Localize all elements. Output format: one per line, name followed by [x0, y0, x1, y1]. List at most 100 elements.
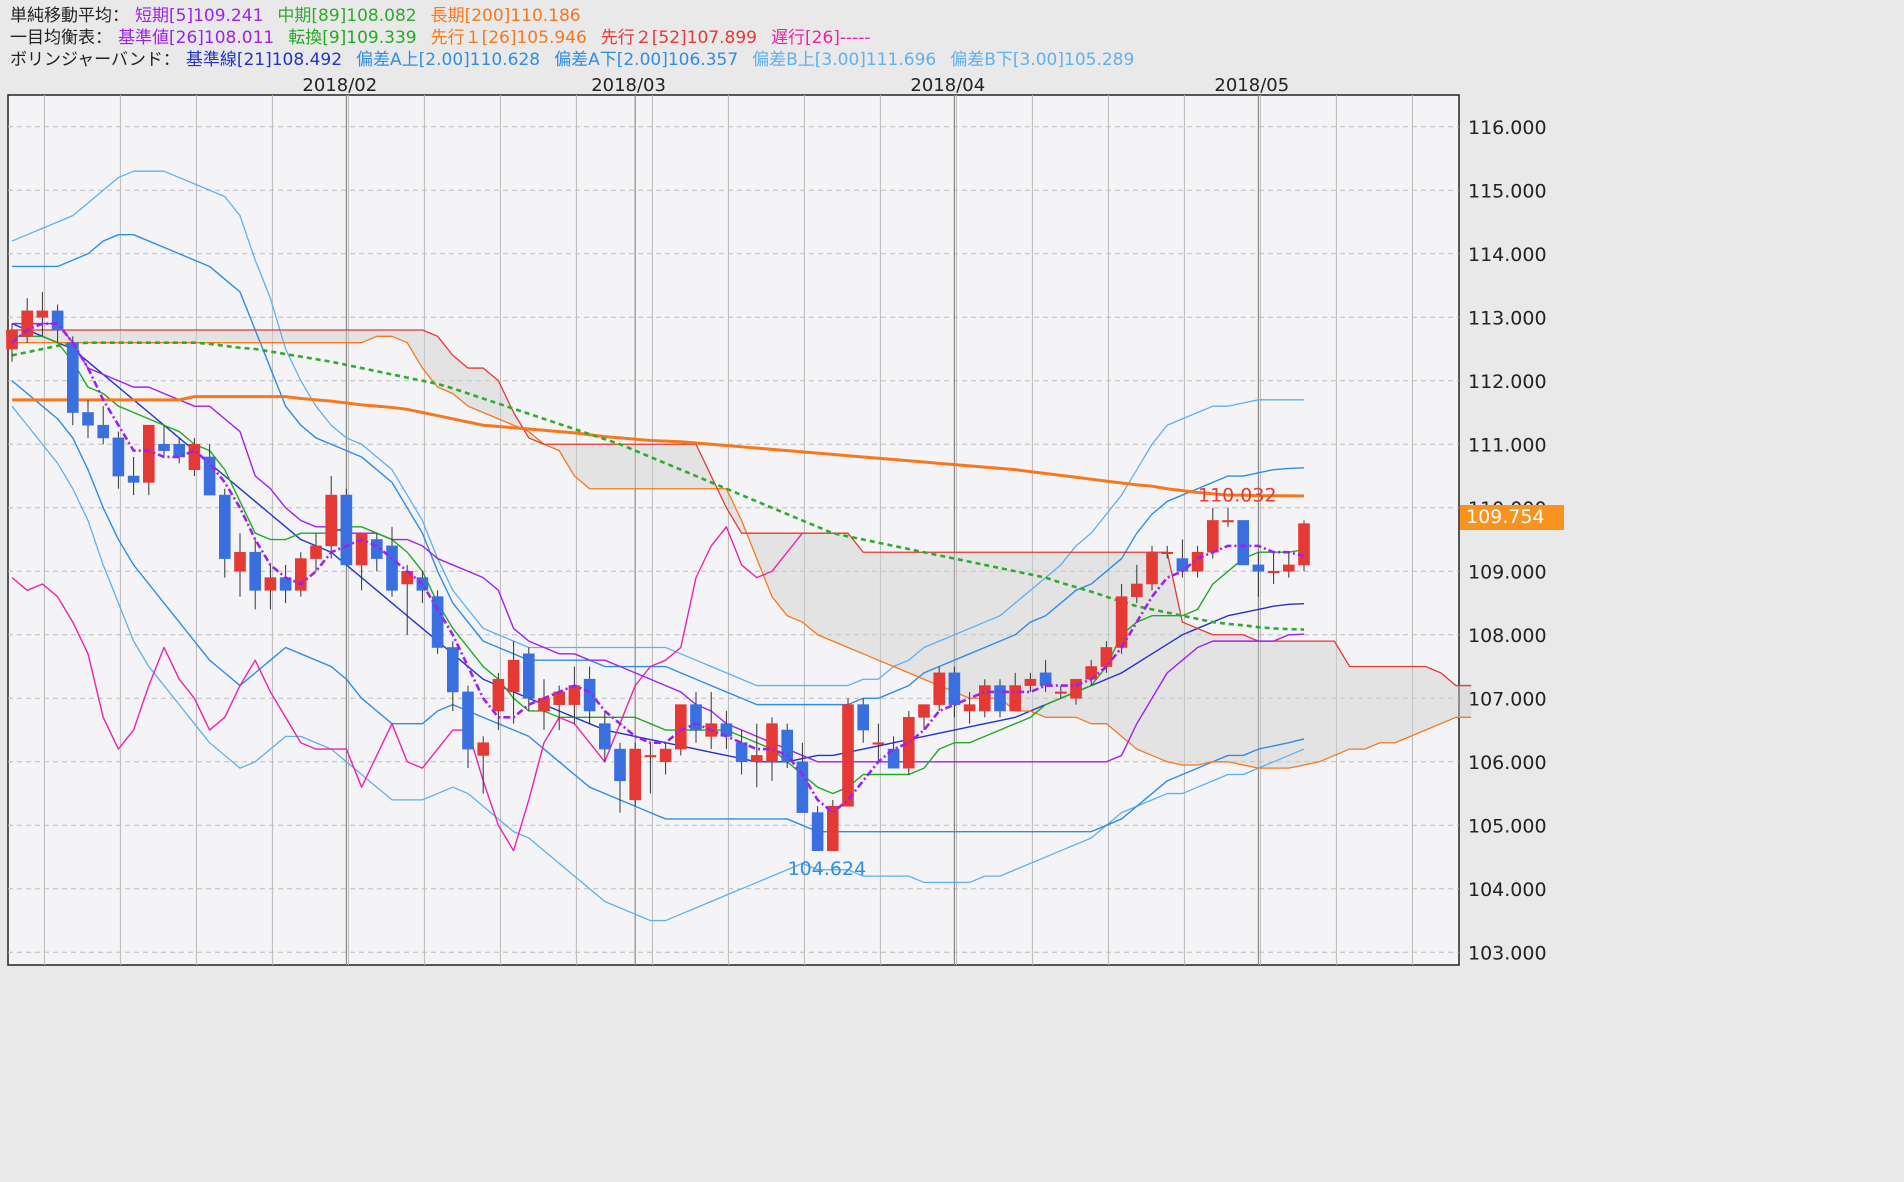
candle-down: [948, 672, 961, 705]
candle-down: [1039, 672, 1052, 686]
candle-up: [234, 551, 246, 572]
candle-up: [933, 672, 946, 705]
candle-up: [629, 748, 642, 801]
candle-up: [492, 678, 505, 712]
legend-chikou: 遅行[26]-----: [771, 28, 871, 48]
price-annotation: 110.032: [1198, 485, 1277, 507]
candle-up: [963, 704, 976, 712]
y-tick-label: 113.000: [1468, 307, 1547, 329]
candle-up: [978, 685, 991, 712]
x-tick-label: 2018/04: [910, 75, 985, 96]
legend-senkou2: 先行２[52]107.899: [600, 28, 757, 48]
legend-bollinger-title: ボリンジャーバンド：: [10, 50, 180, 70]
y-tick-label: 109.000: [1468, 561, 1547, 583]
candle-up: [1267, 570, 1280, 574]
candle-down: [781, 729, 794, 763]
candle-up: [674, 704, 687, 750]
y-tick-label: 103.000: [1468, 942, 1547, 964]
candle-up: [1283, 564, 1295, 572]
candle-down: [796, 761, 809, 813]
bollinger-b-lower-line: [11, 405, 1305, 922]
candle-down: [219, 494, 231, 559]
candle-up: [902, 717, 915, 769]
bollinger-a-lower-line: [11, 380, 1305, 833]
candle-down: [51, 310, 64, 331]
current-price-tag: 109.754: [1460, 505, 1564, 530]
candle-down: [735, 742, 748, 763]
candle-down: [994, 685, 1006, 712]
candle-up: [1115, 596, 1128, 648]
candle-up: [1009, 685, 1022, 712]
y-axis: 103.000 104.000 105.000 106.000 107.000 108.0…: [1468, 117, 1547, 965]
legend-boll-a-dn: 偏差A下[2.00]106.357: [554, 50, 739, 70]
candle-down: [857, 704, 870, 731]
y-tick-label: 107.000: [1468, 688, 1547, 710]
candle-down: [249, 551, 261, 591]
candle-down: [340, 494, 353, 566]
senkou1-line: [12, 335, 1472, 769]
legend-boll-b-dn: 偏差B下[3.00]105.289: [950, 50, 1135, 70]
indicator-lines: [11, 170, 1472, 922]
candle-up: [264, 577, 277, 591]
legend-tenkan: 転換[9]109.339: [288, 28, 417, 48]
candle-up: [1222, 520, 1234, 523]
legend-sma-long: 長期[200]110.186: [430, 6, 581, 26]
candle-down: [386, 545, 398, 591]
candle-up: [477, 742, 490, 756]
y-tick-label: 106.000: [1468, 752, 1547, 774]
candle-up: [507, 659, 520, 693]
legend-boll-b-up: 偏差B上[3.00]111.696: [752, 50, 937, 70]
candle-up: [1207, 520, 1219, 553]
legend-bollinger: ボリンジャーバンド： 基準線[21]108.492 偏差A上[2.00]110.62…: [10, 49, 1148, 71]
candle-up: [143, 424, 155, 483]
candle-up: [325, 494, 338, 547]
y-tick-label: 108.000: [1468, 625, 1547, 647]
candle-down: [112, 437, 125, 477]
y-tick-label: 115.000: [1468, 180, 1547, 202]
candle-down: [82, 412, 94, 426]
y-tick-label: 112.000: [1468, 371, 1547, 393]
legend-boll-a-up: 偏差A上[2.00]110.628: [356, 50, 541, 70]
legend-sma-mid: 中期[89]108.082: [277, 6, 417, 26]
chart-canvas: 103.000 104.000 105.000 106.000 107.000 108.0…: [6, 75, 1547, 966]
senkou2-line: [12, 329, 1472, 687]
y-tick-label: 114.000: [1468, 244, 1547, 266]
x-axis: 2018/02 2018/03 2018/04 2018/05: [302, 75, 1289, 96]
y-tick-label: 111.000: [1468, 434, 1547, 456]
candle-down: [887, 748, 900, 769]
x-tick-label: 2018/05: [1214, 75, 1289, 96]
chikou-line: [11, 526, 803, 852]
candle-up: [918, 704, 930, 718]
candle-down: [370, 539, 383, 559]
candle-down: [158, 443, 170, 451]
candle-down: [614, 748, 626, 782]
y-tick-label: 104.000: [1468, 879, 1547, 901]
candle-up: [355, 532, 368, 566]
candle-down: [446, 647, 459, 693]
candle-up: [538, 697, 550, 712]
candle-down: [583, 678, 596, 712]
x-tick-label: 2018/03: [591, 75, 666, 96]
legend-ichimoku-title: 一目均衡表：: [10, 28, 112, 48]
candle-up: [310, 545, 322, 559]
y-tick-label: 116.000: [1468, 117, 1547, 139]
candle-down: [67, 342, 79, 413]
candle-up: [659, 748, 672, 763]
candle-up: [188, 443, 201, 470]
bollinger-a-upper-line: [12, 234, 1305, 706]
candle-up: [766, 723, 778, 763]
candle-up: [1191, 551, 1204, 572]
candle-up: [36, 310, 49, 318]
candle-up: [1024, 678, 1037, 686]
candle-down: [203, 456, 216, 496]
candle-up: [21, 310, 34, 337]
candle-down: [1237, 520, 1249, 566]
tenkan-line: [12, 335, 1305, 795]
candle-down: [127, 475, 140, 483]
candle-down: [811, 812, 824, 851]
candle-up: [553, 691, 566, 705]
kijun-line: [12, 322, 1305, 763]
candle-up: [750, 755, 763, 763]
candle-up: [1131, 583, 1143, 597]
candle-up: [1161, 551, 1173, 555]
